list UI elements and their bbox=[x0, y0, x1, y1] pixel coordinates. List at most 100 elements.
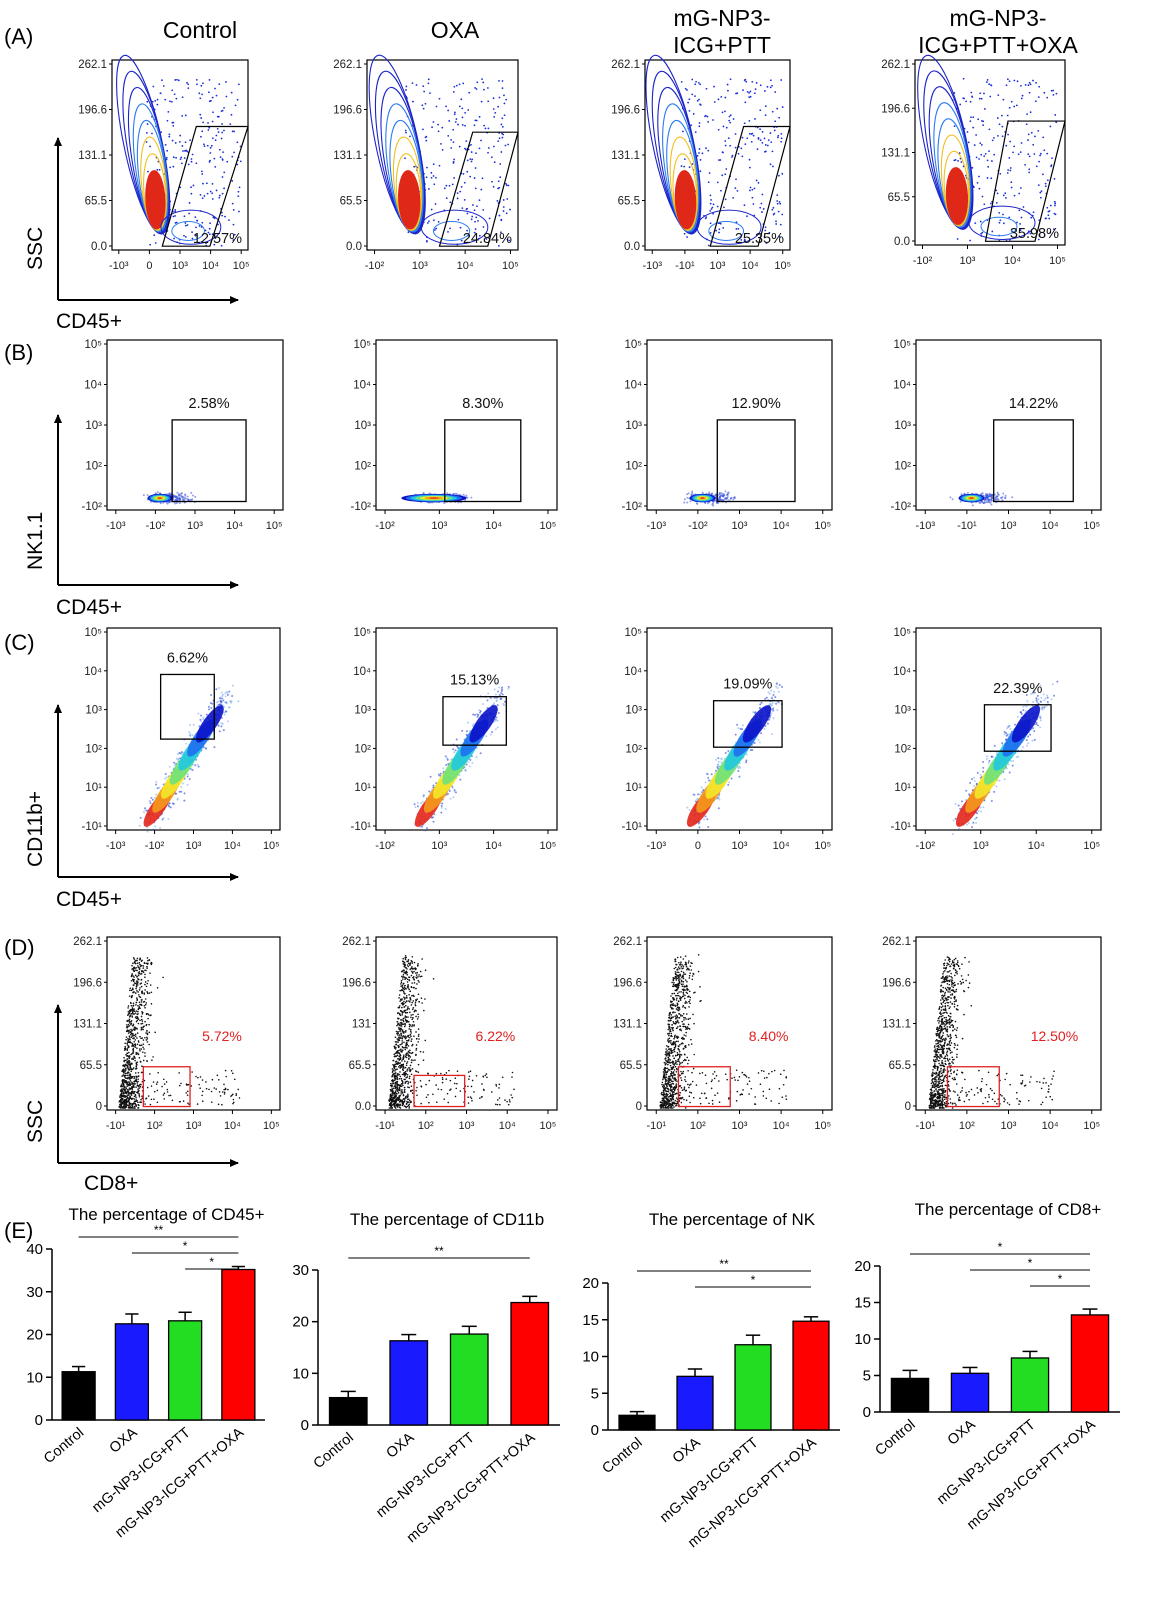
event-dot bbox=[996, 117, 999, 119]
event-dot bbox=[1049, 125, 1052, 128]
event-dot bbox=[135, 992, 137, 994]
event-dot bbox=[1024, 163, 1026, 166]
event-dot bbox=[728, 115, 731, 118]
event-dot bbox=[496, 200, 499, 202]
event-dot bbox=[426, 827, 429, 830]
y-tick-label: 10³ bbox=[625, 705, 642, 717]
event-dot bbox=[435, 227, 438, 230]
event-dot bbox=[732, 118, 735, 120]
event-dot bbox=[497, 180, 500, 183]
event-dot bbox=[208, 233, 211, 236]
event-dot bbox=[127, 1005, 130, 1007]
event-dot bbox=[433, 229, 436, 231]
event-dot bbox=[1046, 206, 1049, 209]
population-gate bbox=[438, 131, 519, 247]
event-dot bbox=[145, 1097, 147, 1100]
event-dot bbox=[161, 1085, 163, 1088]
event-dot bbox=[440, 806, 443, 809]
event-dot bbox=[187, 87, 190, 90]
event-dot bbox=[731, 154, 734, 157]
event-dot bbox=[1030, 216, 1033, 219]
event-dot bbox=[479, 752, 482, 755]
panel-label-a: (A) bbox=[4, 24, 33, 49]
event-dot bbox=[734, 146, 737, 149]
event-dot bbox=[757, 138, 760, 140]
event-dot bbox=[456, 192, 459, 195]
event-dot bbox=[493, 702, 496, 705]
event-dot bbox=[1025, 739, 1028, 742]
event-dot bbox=[1039, 196, 1042, 199]
event-dot bbox=[191, 734, 194, 737]
event-dot bbox=[453, 158, 456, 161]
event-dot bbox=[500, 151, 503, 153]
event-dot bbox=[495, 699, 498, 702]
event-dot bbox=[126, 1024, 128, 1026]
event-dot bbox=[474, 220, 476, 223]
event-dot bbox=[487, 151, 489, 154]
event-dot bbox=[707, 181, 710, 184]
x-tick-label: 10³ bbox=[431, 520, 447, 532]
event-dot bbox=[743, 204, 746, 207]
event-dot bbox=[129, 1079, 132, 1082]
event-dot bbox=[140, 982, 143, 984]
column-title-control: Control bbox=[163, 17, 237, 43]
event-dot bbox=[127, 1032, 130, 1034]
event-dot bbox=[147, 979, 149, 982]
event-dot bbox=[972, 821, 975, 824]
event-dot bbox=[698, 826, 701, 829]
event-dot bbox=[176, 798, 179, 801]
event-dot bbox=[707, 244, 710, 247]
event-dot bbox=[976, 181, 979, 184]
event-dot bbox=[494, 696, 497, 699]
y-tick-label: 10⁴ bbox=[624, 380, 642, 392]
x-tick-label: 10³ bbox=[431, 840, 447, 852]
event-dot bbox=[427, 82, 430, 85]
event-dot bbox=[138, 1057, 141, 1059]
event-dot bbox=[461, 207, 464, 209]
event-dot bbox=[219, 700, 222, 703]
event-dot bbox=[1019, 151, 1022, 154]
event-dot bbox=[218, 196, 221, 199]
event-dot bbox=[142, 1026, 145, 1028]
event-dot bbox=[1032, 700, 1035, 703]
event-dot bbox=[695, 80, 697, 83]
event-dot bbox=[150, 1085, 153, 1087]
y-tick-label: 10³ bbox=[85, 420, 102, 432]
event-dot bbox=[973, 776, 976, 779]
event-dot bbox=[149, 984, 152, 986]
event-dot bbox=[133, 1105, 136, 1108]
event-dot bbox=[763, 90, 766, 92]
event-dot bbox=[146, 1037, 149, 1040]
event-dot bbox=[132, 969, 135, 972]
event-dot bbox=[126, 1025, 129, 1028]
event-dot bbox=[770, 689, 773, 692]
event-dot bbox=[413, 165, 416, 168]
event-dot bbox=[770, 703, 773, 706]
gate-percentage: 24.84% bbox=[463, 231, 512, 247]
event-dot bbox=[132, 984, 135, 986]
event-dot bbox=[1042, 693, 1045, 696]
event-dot bbox=[982, 766, 985, 769]
y-tick-label: 10³ bbox=[894, 705, 911, 717]
event-dot bbox=[1038, 233, 1041, 236]
event-dot bbox=[449, 797, 452, 800]
event-dot bbox=[509, 208, 511, 211]
event-dot bbox=[429, 92, 431, 94]
event-dot bbox=[133, 1098, 136, 1100]
event-dot bbox=[469, 158, 472, 160]
x-tick-label: 10⁴ bbox=[485, 840, 502, 852]
event-dot bbox=[485, 735, 488, 738]
event-dot bbox=[775, 702, 778, 705]
event-dot bbox=[119, 1094, 122, 1097]
event-dot bbox=[211, 233, 214, 235]
event-dot bbox=[232, 1093, 234, 1096]
event-dot bbox=[156, 168, 159, 171]
event-dot bbox=[1053, 200, 1056, 203]
event-dot bbox=[124, 1072, 127, 1075]
event-dot bbox=[201, 1094, 203, 1097]
event-dot bbox=[774, 91, 777, 93]
event-dot bbox=[466, 229, 469, 232]
event-dot bbox=[121, 1095, 124, 1098]
event-dot bbox=[144, 1052, 146, 1054]
event-dot bbox=[1046, 696, 1049, 699]
